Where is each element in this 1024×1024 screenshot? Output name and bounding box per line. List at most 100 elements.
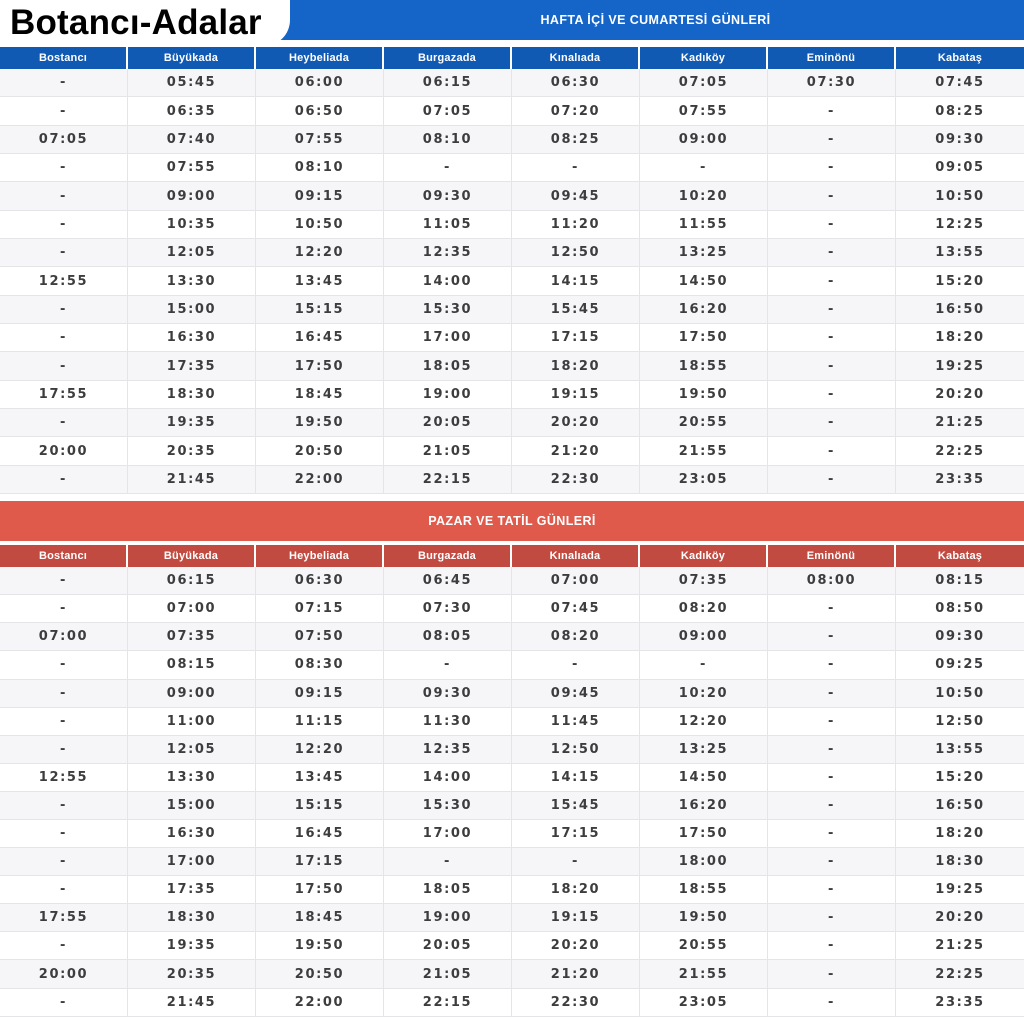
time-cell: 13:30 [128, 763, 256, 792]
time-cell: 09:45 [512, 679, 640, 708]
time-cell: 12:20 [640, 707, 768, 736]
time-cell: 08:05 [384, 623, 512, 652]
time-cell: 21:05 [384, 960, 512, 989]
time-cell: 13:45 [256, 763, 384, 792]
timetable-row: -19:35 19:50 20:05 20:20 20:55-21:25 [0, 932, 1024, 961]
timetable-row: 07:00 07:35 07:50 08:05 08:20 09:00-09:30 [0, 623, 1024, 652]
no-service-cell: - [768, 735, 896, 764]
time-cell: 08:15 [896, 567, 1024, 596]
timetable-row: -15:00 15:15 15:30 15:45 16:20-16:50 [0, 791, 1024, 820]
time-cell: 20:35 [128, 437, 256, 466]
no-service-cell: - [768, 465, 896, 495]
time-cell: 19:25 [896, 352, 1024, 381]
no-service-cell: - [384, 651, 512, 680]
no-service-cell: - [0, 295, 128, 325]
time-cell: 19:35 [128, 409, 256, 438]
time-cell: 07:15 [256, 595, 384, 624]
time-cell: 12:35 [384, 735, 512, 764]
no-service-cell: - [768, 380, 896, 410]
time-cell: 19:00 [384, 380, 512, 410]
no-service-cell: - [768, 154, 896, 183]
timetable-row: -11:00 11:15 11:30 11:45 12:20-12:50 [0, 707, 1024, 736]
time-cell: 07:30 [768, 69, 896, 98]
time-cell: 11:45 [512, 707, 640, 736]
no-service-cell: - [768, 876, 896, 905]
time-cell: 22:25 [896, 960, 1024, 989]
time-cell: 17:00 [384, 820, 512, 849]
no-service-cell: - [768, 210, 896, 240]
time-cell: 20:35 [128, 960, 256, 989]
time-cell: 20:20 [896, 904, 1024, 933]
time-cell: 07:05 [640, 69, 768, 98]
no-service-cell: - [0, 210, 128, 240]
time-cell: 06:45 [384, 567, 512, 596]
time-cell: 15:00 [128, 295, 256, 325]
timetable-row: -16:30 16:45 17:00 17:15 17:50-18:20 [0, 820, 1024, 849]
time-cell: 20:20 [512, 409, 640, 438]
time-cell: 21:25 [896, 932, 1024, 961]
time-cell: 13:25 [640, 735, 768, 764]
time-cell: 16:30 [128, 820, 256, 849]
timetable-row: -06:15 06:30 06:45 07:00 07:35 08:00 08:15 [0, 567, 1024, 596]
time-cell: 22:30 [512, 465, 640, 495]
time-cell: 18:05 [384, 352, 512, 381]
time-cell: 18:45 [256, 904, 384, 933]
timetable-row: 17:55 18:30 18:45 19:00 19:15 19:50-20:20 [0, 380, 1024, 410]
route-title-card: Botancı-Adalar [0, 0, 290, 46]
time-cell: 16:50 [896, 792, 1024, 820]
time-cell: 17:15 [512, 820, 640, 849]
time-cell: 06:30 [256, 567, 384, 596]
time-cell: 08:10 [384, 125, 512, 155]
time-cell: 18:20 [896, 820, 1024, 849]
time-cell: 21:20 [512, 960, 640, 989]
sunday-table-title: PAZAR VE TATİL GÜNLERİ [428, 514, 596, 529]
no-service-cell: - [768, 848, 896, 877]
time-cell: 07:45 [512, 595, 640, 624]
time-cell: 08:20 [512, 623, 640, 652]
no-service-cell: - [0, 932, 128, 961]
time-cell: 22:15 [384, 988, 512, 1017]
time-cell: 13:55 [896, 239, 1024, 268]
time-cell: 07:55 [256, 125, 384, 155]
time-cell: 23:05 [640, 988, 768, 1017]
no-service-cell: - [768, 125, 896, 155]
time-cell: 22:30 [512, 988, 640, 1017]
time-cell: 09:15 [256, 679, 384, 708]
time-cell: 08:25 [512, 125, 640, 155]
time-cell: 16:45 [256, 324, 384, 353]
time-cell: 18:05 [384, 876, 512, 905]
column-header: Kınalıada [512, 47, 640, 69]
no-service-cell: - [768, 295, 896, 325]
time-cell: 10:50 [896, 680, 1024, 708]
time-cell: 07:20 [512, 97, 640, 126]
time-cell: 12:55 [0, 267, 128, 296]
time-cell: 17:35 [128, 352, 256, 381]
time-cell: 09:30 [384, 182, 512, 211]
time-cell: 19:15 [512, 904, 640, 933]
column-header: Bostancı [0, 47, 128, 69]
time-cell: 19:50 [640, 904, 768, 933]
no-service-cell: - [768, 651, 896, 680]
time-cell: 08:10 [256, 154, 384, 183]
column-header: Burgazada [384, 47, 512, 69]
no-service-cell: - [0, 69, 128, 98]
time-cell: 15:30 [384, 791, 512, 820]
no-service-cell: - [0, 707, 128, 736]
time-cell: 14:15 [512, 763, 640, 792]
timetable-row: -06:35 06:50 07:05 07:20 07:55-08:25 [0, 97, 1024, 126]
time-cell: 07:45 [896, 69, 1024, 98]
time-cell: 15:45 [512, 295, 640, 325]
time-cell: 09:05 [896, 154, 1024, 183]
column-header: Heybeliada [256, 545, 384, 568]
time-cell: 07:05 [0, 125, 128, 155]
no-service-cell: - [0, 409, 128, 438]
time-cell: 07:55 [128, 154, 256, 183]
time-cell: 06:15 [128, 567, 256, 596]
time-cell: 20:55 [640, 932, 768, 961]
time-cell: 18:00 [640, 848, 768, 877]
timetable-row: -21:45 22:00 22:15 22:30 23:05-23:35 [0, 465, 1024, 495]
time-cell: 05:45 [128, 69, 256, 98]
time-cell: 12:35 [384, 239, 512, 268]
time-cell: 15:20 [896, 267, 1024, 296]
time-cell: 20:00 [0, 437, 128, 466]
